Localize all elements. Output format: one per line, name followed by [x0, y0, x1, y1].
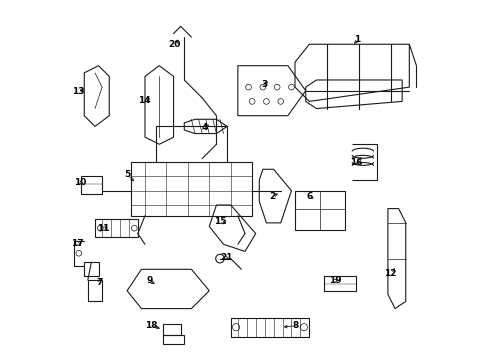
Text: 14: 14 [138, 96, 150, 105]
Text: 19: 19 [329, 276, 342, 285]
Text: 21: 21 [220, 253, 233, 262]
Text: 12: 12 [385, 269, 397, 278]
Text: 15: 15 [215, 217, 227, 226]
Text: 8: 8 [293, 321, 299, 330]
Text: 3: 3 [262, 80, 268, 89]
Text: 6: 6 [307, 192, 313, 201]
Text: 5: 5 [125, 170, 131, 179]
Text: 13: 13 [72, 87, 84, 96]
Text: 18: 18 [145, 321, 158, 330]
Text: 4: 4 [202, 123, 208, 132]
Text: 7: 7 [96, 278, 102, 287]
Text: 16: 16 [350, 158, 363, 167]
Text: 9: 9 [146, 276, 152, 285]
Text: 20: 20 [168, 40, 180, 49]
Text: 1: 1 [354, 36, 361, 45]
Text: 11: 11 [97, 224, 109, 233]
Text: 2: 2 [270, 192, 276, 201]
Text: 17: 17 [72, 239, 84, 248]
Text: 10: 10 [74, 178, 86, 187]
